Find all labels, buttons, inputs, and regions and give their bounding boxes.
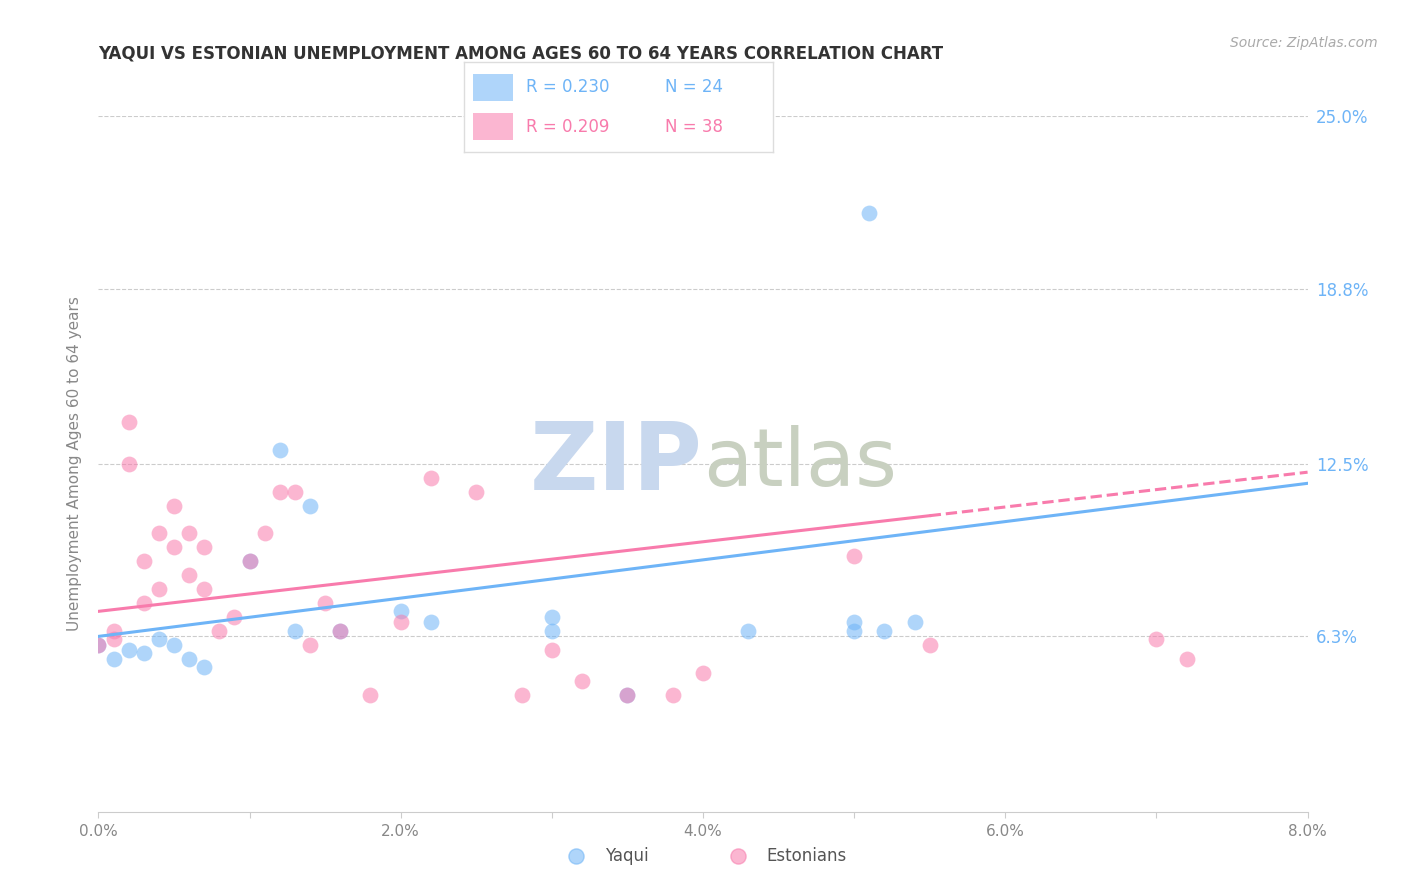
Point: [873, 624, 896, 638]
Point: [571, 673, 593, 688]
Point: [269, 484, 291, 499]
Point: [904, 615, 927, 630]
Point: [87, 638, 110, 652]
Point: [224, 610, 246, 624]
Point: [465, 484, 488, 499]
Text: Estonians: Estonians: [766, 847, 846, 865]
Point: [541, 643, 564, 657]
Bar: [474, 74, 513, 101]
Point: [420, 615, 443, 630]
Text: Yaqui: Yaqui: [605, 847, 648, 865]
Point: [179, 526, 201, 541]
Point: [389, 615, 412, 630]
Point: [193, 582, 215, 596]
Point: [103, 651, 125, 665]
Point: [208, 624, 231, 638]
Point: [692, 665, 714, 680]
Point: [844, 615, 866, 630]
Point: [616, 688, 638, 702]
Point: [163, 499, 186, 513]
Point: [239, 554, 262, 568]
Point: [737, 624, 759, 638]
Point: [389, 604, 412, 618]
Point: [844, 624, 866, 638]
Point: [541, 624, 564, 638]
Point: [132, 596, 155, 610]
Point: [1146, 632, 1168, 647]
Text: ZIP: ZIP: [530, 417, 703, 510]
Bar: [474, 113, 513, 140]
Point: [360, 688, 382, 702]
Point: [662, 688, 685, 702]
Point: [132, 646, 155, 660]
Point: [148, 582, 170, 596]
Point: [314, 596, 336, 610]
Point: [510, 688, 533, 702]
Point: [299, 638, 322, 652]
Point: [284, 624, 307, 638]
Point: [163, 541, 186, 555]
Point: [253, 526, 276, 541]
Point: [103, 624, 125, 638]
Point: [148, 632, 170, 647]
Point: [420, 471, 443, 485]
Point: [179, 568, 201, 582]
Text: N = 24: N = 24: [665, 78, 723, 96]
Point: [616, 688, 638, 702]
Point: [193, 660, 215, 674]
Text: atlas: atlas: [703, 425, 897, 503]
Y-axis label: Unemployment Among Ages 60 to 64 years: Unemployment Among Ages 60 to 64 years: [66, 296, 82, 632]
Text: YAQUI VS ESTONIAN UNEMPLOYMENT AMONG AGES 60 TO 64 YEARS CORRELATION CHART: YAQUI VS ESTONIAN UNEMPLOYMENT AMONG AGE…: [98, 45, 943, 62]
Point: [329, 624, 352, 638]
Point: [239, 554, 262, 568]
Text: R = 0.230: R = 0.230: [526, 78, 609, 96]
Point: [118, 457, 141, 471]
Point: [179, 651, 201, 665]
Point: [284, 484, 307, 499]
Point: [858, 206, 880, 220]
Point: [118, 643, 141, 657]
Point: [269, 442, 291, 457]
Point: [87, 638, 110, 652]
Point: [1175, 651, 1198, 665]
Point: [163, 638, 186, 652]
Text: Source: ZipAtlas.com: Source: ZipAtlas.com: [1230, 36, 1378, 50]
Point: [844, 549, 866, 563]
Point: [918, 638, 941, 652]
Point: [541, 610, 564, 624]
Text: R = 0.209: R = 0.209: [526, 118, 609, 136]
Point: [329, 624, 352, 638]
Point: [299, 499, 322, 513]
Text: N = 38: N = 38: [665, 118, 723, 136]
Point: [103, 632, 125, 647]
Point: [148, 526, 170, 541]
Point: [132, 554, 155, 568]
Point: [118, 415, 141, 429]
Point: [193, 541, 215, 555]
